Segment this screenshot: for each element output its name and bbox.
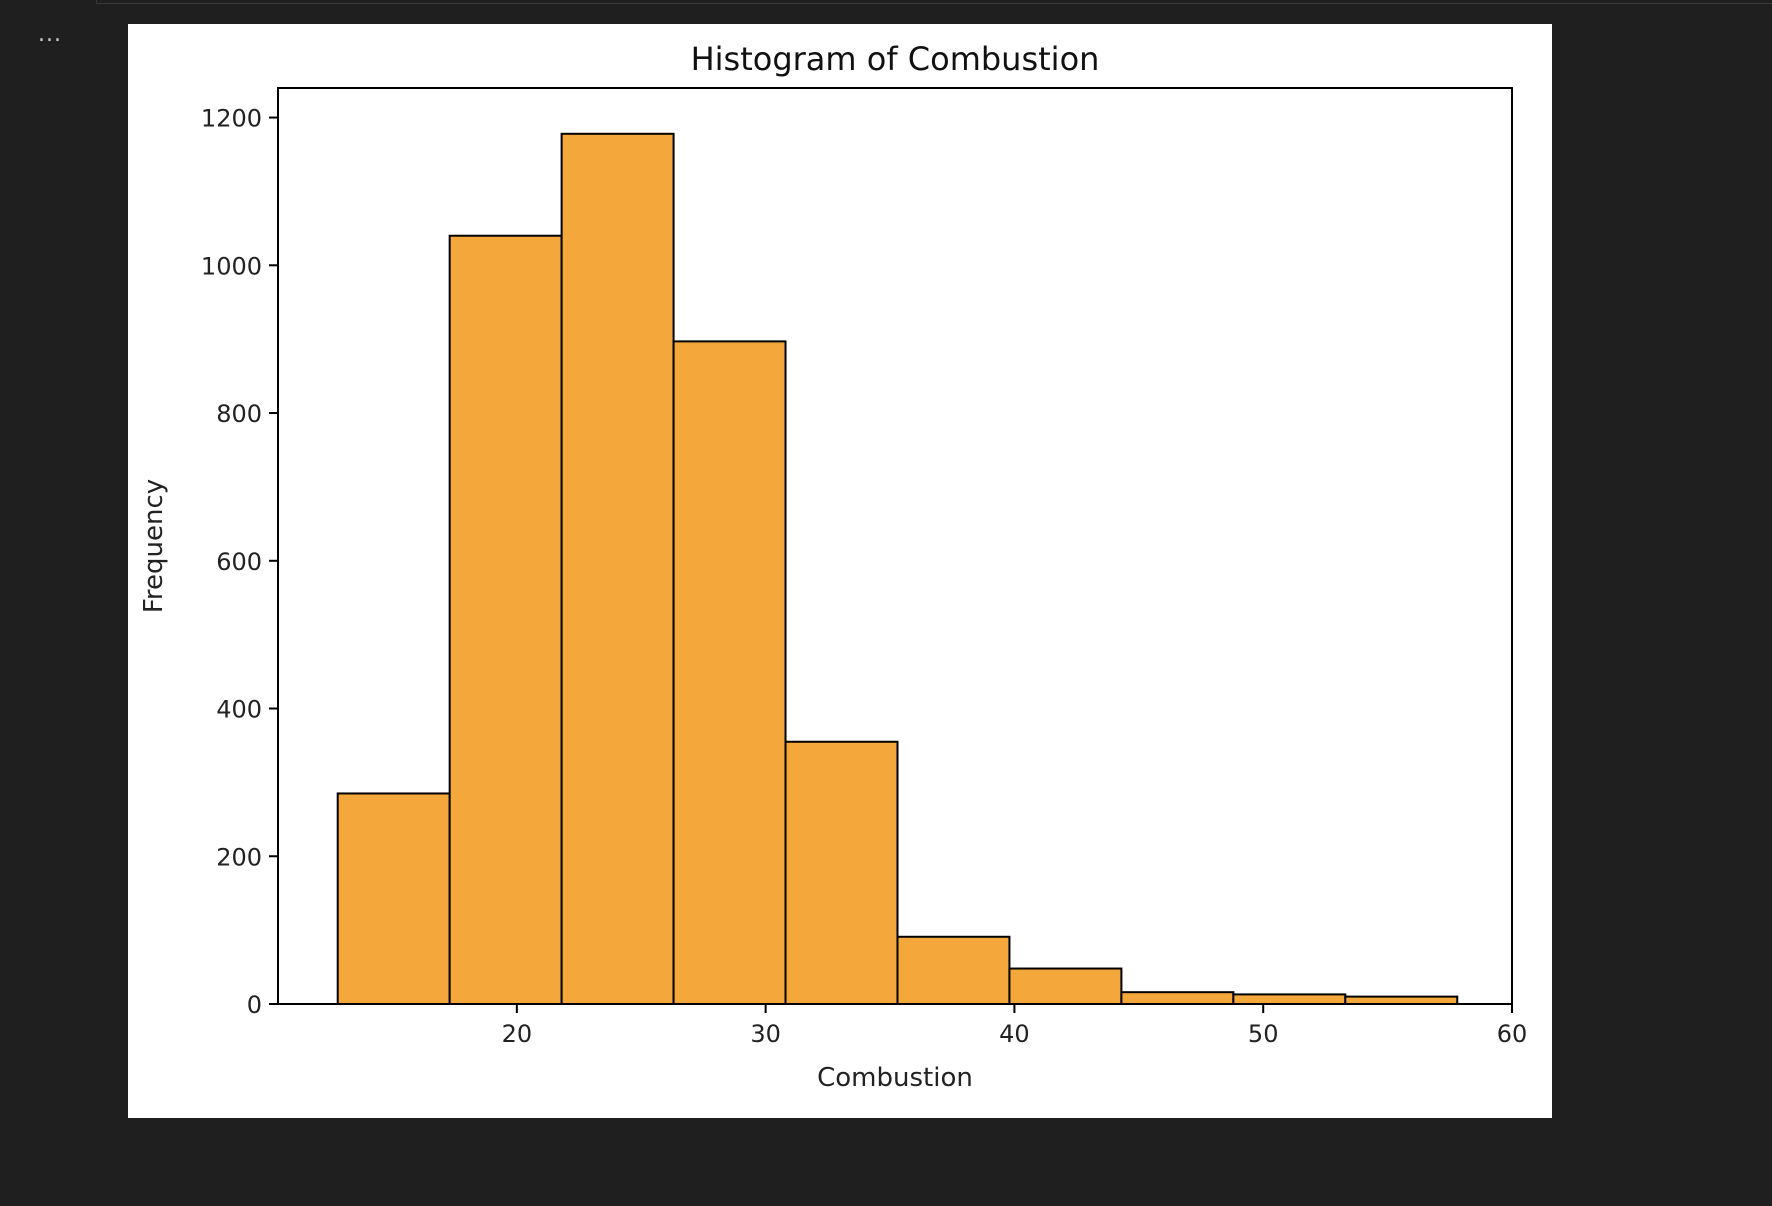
cell-top-border: [96, 0, 1772, 4]
bars-group: [336, 132, 1459, 1006]
plot-frame: [277, 87, 1513, 1005]
histogram-bar-0: [336, 792, 451, 1005]
y-tick-label: 800: [216, 400, 262, 428]
histogram-chart: Histogram of Combustion 20 30 40 50 60 0 200 4…: [139, 40, 1528, 1093]
x-tick-label: 40: [999, 1020, 1030, 1048]
histogram-bar-2: [560, 132, 675, 1006]
histogram-bar-9: [1344, 995, 1459, 1006]
histogram-bar-6: [1008, 967, 1123, 1005]
x-tick-label: 30: [750, 1020, 781, 1048]
histogram-bar-5: [896, 935, 1011, 1005]
histogram-bar-3: [672, 340, 787, 1005]
chart-title: Histogram of Combustion: [691, 40, 1100, 78]
x-ticks-group: 20 30 40 50 60: [502, 1004, 1528, 1048]
y-tick-label: 400: [216, 696, 262, 724]
y-tick-label: 0: [247, 991, 262, 1019]
histogram-bar-1: [448, 234, 563, 1005]
x-tick-label: 60: [1497, 1020, 1528, 1048]
x-tick-label: 50: [1248, 1020, 1279, 1048]
y-tick-label: 600: [216, 548, 262, 576]
cell-menu-button[interactable]: ...: [38, 22, 62, 47]
x-axis-title: Combustion: [817, 1063, 973, 1093]
y-tick-label: 1200: [201, 105, 262, 133]
y-ticks-group: 0 200 400 600 800 1000 1200: [201, 105, 278, 1019]
y-axis-title: Frequency: [139, 479, 169, 613]
histogram-bar-4: [784, 740, 899, 1005]
histogram-bar-7: [1120, 991, 1235, 1006]
chart-figure: Histogram of Combustion 20 30 40 50 60 0 200 4…: [128, 24, 1552, 1118]
y-tick-label: 200: [216, 843, 262, 871]
histogram-bar-8: [1232, 993, 1347, 1006]
x-tick-label: 20: [502, 1020, 533, 1048]
y-tick-label: 1000: [201, 252, 262, 280]
